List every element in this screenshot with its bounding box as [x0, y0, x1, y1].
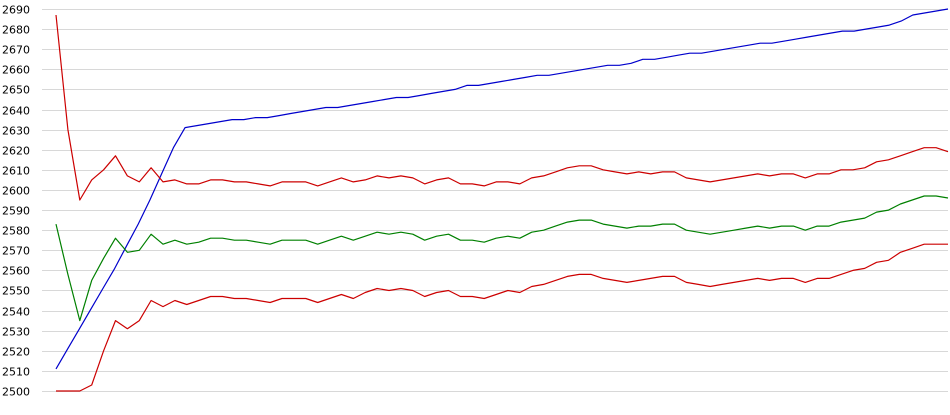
y-tick-label: 2590	[2, 205, 30, 218]
y-tick-label: 2690	[2, 4, 30, 17]
y-tick-label: 2630	[2, 125, 30, 138]
series-lines	[55, 8, 949, 392]
y-tick-label: 2600	[2, 185, 30, 198]
series-line-3	[55, 195, 949, 322]
y-tick-label: 2560	[2, 265, 30, 278]
y-tick-label: 2520	[2, 346, 30, 359]
y-tick-label: 2540	[2, 306, 30, 319]
y-tick-label: 2610	[2, 165, 30, 178]
y-tick-label: 2640	[2, 105, 30, 118]
y-tick-label: 2620	[2, 145, 30, 158]
y-tick-label: 2680	[2, 24, 30, 37]
y-tick-label: 2650	[2, 84, 30, 97]
y-tick-label: 2570	[2, 245, 30, 258]
y-tick-label: 2580	[2, 225, 30, 238]
gridlines	[42, 9, 948, 392]
series-line-2	[55, 14, 949, 201]
y-tick-label: 2510	[2, 366, 30, 379]
y-tick-label: 2660	[2, 64, 30, 77]
y-tick-label: 2550	[2, 285, 30, 298]
series-line-1	[55, 8, 949, 370]
y-tick-label: 2530	[2, 326, 30, 339]
y-axis-tick-labels: 2500 2510 2520 2530 2540 2550 2560 2570 2580 2590…	[2, 4, 30, 399]
series-line-4	[56, 243, 948, 392]
y-tick-label: 2670	[2, 44, 30, 57]
y-tick-label: 2500	[2, 386, 30, 399]
